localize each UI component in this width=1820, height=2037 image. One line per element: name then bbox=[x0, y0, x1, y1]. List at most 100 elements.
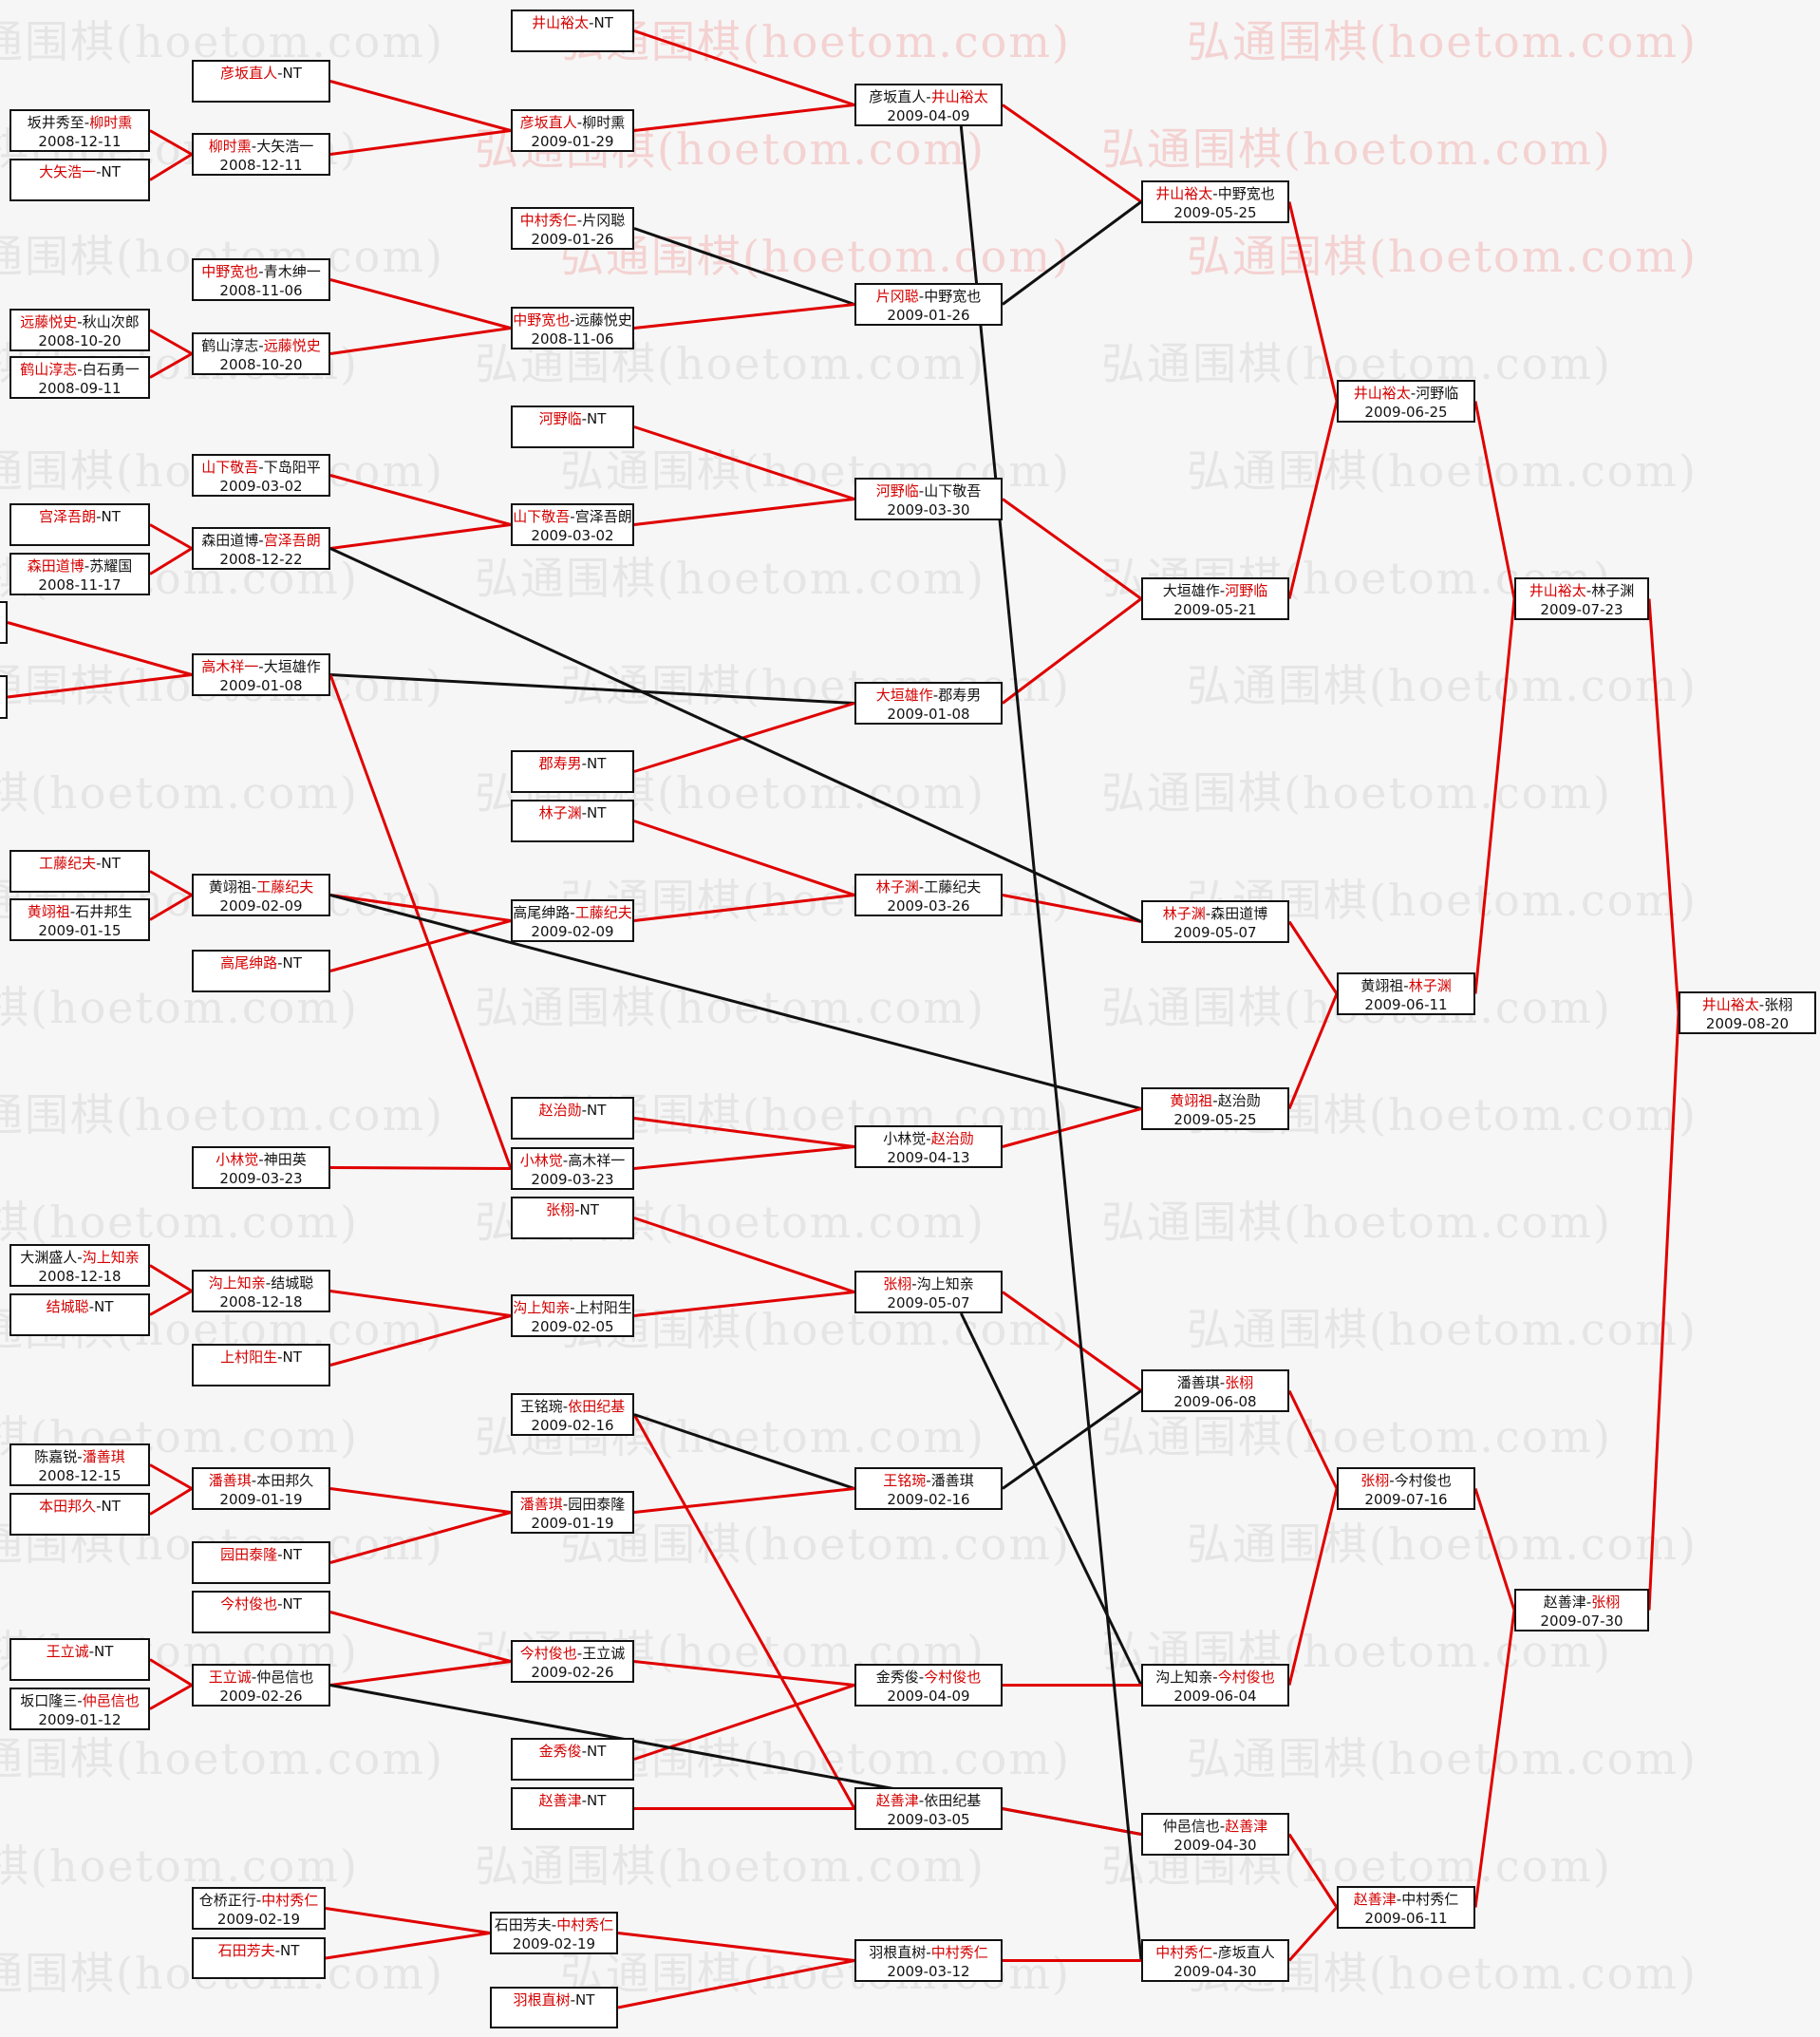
match-box-n47[interactable]: 大渊盛人-沟上知亲 2008-12-18 bbox=[9, 1244, 150, 1287]
match-box-n63[interactable]: 今村俊也-NT bbox=[192, 1591, 330, 1633]
match-box-n52[interactable]: 上村阳生-NT bbox=[192, 1344, 330, 1386]
match-box-n21[interactable]: 山下敬吾-宫泽吾朗 2009-03-02 bbox=[511, 503, 634, 546]
match-box-n76[interactable]: 石田芳夫-中村秀仁 2009-02-19 bbox=[490, 1912, 618, 1954]
match-box-n43[interactable]: 小林觉-赵治勋 2009-04-13 bbox=[854, 1125, 1003, 1168]
match-players: 井山裕太-NT bbox=[513, 13, 632, 32]
match-box-n56[interactable]: 王铭琬-潘善琪 2009-02-16 bbox=[854, 1467, 1003, 1510]
match-box-n40[interactable]: 井山裕太-张栩 2009-08-20 bbox=[1679, 991, 1816, 1034]
match-box-n29[interactable]: 大垣雄作-郡寿男 2009-01-08 bbox=[854, 682, 1003, 725]
match-box-n31[interactable]: 林子渊-NT bbox=[511, 800, 634, 842]
match-box-n61[interactable]: 园田泰隆-NT bbox=[192, 1541, 330, 1584]
winner-advance-line bbox=[329, 1611, 512, 1663]
match-box-n34[interactable]: 林子渊-工藤纪夫 2009-03-26 bbox=[854, 874, 1003, 916]
match-box-n10[interactable]: 中野宽也-青木绅一 2008-11-06 bbox=[192, 258, 330, 301]
match-box-n59[interactable]: 潘善琪-园田泰隆 2009-01-19 bbox=[511, 1491, 634, 1534]
winner-advance-line bbox=[329, 327, 512, 355]
match-box-n35[interactable]: 黄翊祖-石井邦生 2009-01-15 bbox=[9, 898, 150, 941]
match-box-n30[interactable]: 郡寿男-NT bbox=[511, 750, 634, 793]
match-box-n48[interactable]: 沟上知亲-结城聪 2008-12-18 bbox=[192, 1270, 330, 1312]
match-box-n79[interactable]: 羽根直树-中村秀仁 2009-03-12 bbox=[854, 1939, 1003, 1982]
player1-name: 井山裕太 bbox=[1529, 582, 1586, 599]
winner-advance-line bbox=[1287, 920, 1339, 995]
match-box-n73[interactable]: 仲邑信也-赵善津 2009-04-30 bbox=[1141, 1813, 1289, 1856]
match-box-n25[interactable]: 井山裕太-林子渊 2009-07-23 bbox=[1514, 577, 1649, 620]
match-box-n04[interactable]: 彦坂直人-柳时熏 2009-01-29 bbox=[511, 109, 634, 152]
match-players: 金秀俊-NT bbox=[513, 1742, 632, 1761]
match-box-n22[interactable]: 森田道博-宫泽吾朗 2008-12-22 bbox=[192, 527, 330, 570]
match-box-n65[interactable]: 今村俊也-王立诚 2009-02-26 bbox=[511, 1640, 634, 1683]
match-box-n36[interactable]: 高尾绅路-工藤纪夫 2009-02-09 bbox=[511, 899, 634, 942]
match-players: 赵善津-依田纪基 bbox=[856, 1791, 1001, 1810]
match-box-n14[interactable]: 鹤山淳志-远藤悦史 2008-10-20 bbox=[192, 332, 330, 375]
vs-dash: - bbox=[258, 658, 264, 675]
match-box-n75[interactable]: 仓桥正行-中村秀仁 2009-02-19 bbox=[192, 1887, 326, 1930]
match-box-n46[interactable]: 张栩-NT bbox=[511, 1197, 634, 1239]
match-box-n02[interactable]: 彦坂直人-NT bbox=[192, 60, 330, 103]
match-box-n33[interactable]: 黄翊祖-工藤纪夫 2009-02-09 bbox=[192, 874, 330, 916]
match-box-n53[interactable]: 潘善琪-张栩 2009-06-08 bbox=[1141, 1369, 1289, 1412]
match-box-n24[interactable]: 大垣雄作-河野临 2009-05-21 bbox=[1141, 577, 1289, 620]
winner-advance-line bbox=[149, 1264, 193, 1292]
match-box-n58[interactable]: 潘善琪-本田邦久 2009-01-19 bbox=[192, 1467, 330, 1510]
match-box-n08[interactable]: 井山裕太-中野宽也 2009-05-25 bbox=[1141, 180, 1289, 223]
match-box-n70[interactable]: 金秀俊-NT bbox=[511, 1738, 634, 1781]
match-box-n16[interactable]: 井山裕太-河野临 2009-06-25 bbox=[1337, 380, 1475, 423]
player2-name: NT bbox=[94, 1643, 114, 1660]
match-box-n28[interactable] bbox=[0, 675, 8, 719]
match-box-n68[interactable]: 沟上知亲-今村俊也 2009-06-04 bbox=[1141, 1664, 1289, 1707]
match-box-n78[interactable]: 中村秀仁-彦坂直人 2009-04-30 bbox=[1141, 1939, 1289, 1982]
match-box-n39[interactable]: 黄翊祖-林子渊 2009-06-11 bbox=[1337, 972, 1475, 1015]
match-box-n15[interactable]: 鹤山淳志-白石勇一 2008-09-11 bbox=[9, 356, 150, 399]
match-box-n18[interactable]: 山下敬吾-下岛阳平 2009-03-02 bbox=[192, 454, 330, 497]
match-box-n12[interactable]: 中野宽也-远藤悦史 2008-11-06 bbox=[511, 307, 634, 349]
player2-name: 本田邦久 bbox=[256, 1472, 314, 1489]
match-box-n60[interactable]: 本田邦久-NT bbox=[9, 1493, 150, 1536]
match-box-n71[interactable]: 赵善津-NT bbox=[511, 1787, 634, 1830]
match-box-n66[interactable]: 王立诚-仲邑信也 2009-02-26 bbox=[192, 1664, 330, 1707]
match-box-n37[interactable]: 林子渊-森田道博 2009-05-07 bbox=[1141, 900, 1289, 943]
match-box-n44[interactable]: 小林觉-神田英 2009-03-23 bbox=[192, 1146, 330, 1189]
match-box-n67[interactable]: 金秀俊-今村俊也 2009-04-09 bbox=[854, 1664, 1003, 1707]
match-box-n80[interactable]: 羽根直树-NT bbox=[490, 1987, 618, 2028]
player1-name: 河野临 bbox=[538, 410, 582, 427]
match-box-n57[interactable]: 张栩-今村俊也 2009-07-16 bbox=[1337, 1467, 1475, 1510]
match-box-n62[interactable]: 赵善津-张栩 2009-07-30 bbox=[1514, 1589, 1649, 1631]
match-date: 2009-03-02 bbox=[531, 527, 614, 544]
match-box-n77[interactable]: 石田芳夫-NT bbox=[192, 1937, 326, 1979]
match-box-n01[interactable]: 井山裕太-NT bbox=[511, 9, 634, 52]
match-box-n20[interactable]: 宫泽吾朗-NT bbox=[9, 503, 150, 546]
match-box-n41[interactable]: 黄翊祖-赵治勋 2009-05-25 bbox=[1141, 1087, 1289, 1130]
match-players: 张栩-NT bbox=[513, 1200, 632, 1219]
vs-dash: - bbox=[77, 361, 83, 378]
match-box-n72[interactable]: 赵善津-依田纪基 2009-03-05 bbox=[854, 1787, 1003, 1830]
player1-name: 高木祥一 bbox=[201, 658, 259, 675]
match-box-n09[interactable]: 中村秀仁-片冈聪 2009-01-26 bbox=[511, 207, 634, 250]
match-box-n05[interactable]: 柳时熏-大矢浩一 2008-12-11 bbox=[192, 133, 330, 176]
match-box-n23[interactable]: 森田道博-苏耀国 2008-11-17 bbox=[9, 553, 150, 595]
match-box-n49[interactable]: 张栩-沟上知亲 2009-05-07 bbox=[854, 1271, 1003, 1313]
match-box-n11[interactable]: 片冈聪-中野宽也 2009-01-26 bbox=[854, 283, 1003, 326]
match-box-n32[interactable]: 工藤纪夫-NT bbox=[9, 850, 150, 893]
match-box-n03[interactable]: 坂井秀至-柳时熏 2008-12-11 bbox=[9, 109, 150, 152]
match-box-n19[interactable]: 河野临-山下敬吾 2009-03-30 bbox=[854, 478, 1003, 520]
match-box-n74[interactable]: 赵善津-中村秀仁 2009-06-11 bbox=[1337, 1886, 1475, 1929]
player2-name: NT bbox=[101, 163, 121, 180]
match-box-n38[interactable]: 高尾绅路-NT bbox=[192, 950, 330, 992]
match-box-n13[interactable]: 远藤悦史-秋山次郎 2008-10-20 bbox=[9, 309, 150, 351]
match-players: 潘善琪-园田泰隆 bbox=[513, 1495, 632, 1514]
match-box-n69[interactable]: 坂口隆三-仲邑信也 2009-01-12 bbox=[9, 1688, 150, 1730]
match-box-n54[interactable]: 王铭琬-依田纪基 2009-02-16 bbox=[511, 1393, 634, 1436]
match-box-n17[interactable]: 河野临-NT bbox=[511, 406, 634, 448]
match-box-n27[interactable]: 高木祥一-大垣雄作 2009-01-08 bbox=[192, 653, 330, 696]
match-box-n06[interactable]: 大矢浩一-NT bbox=[9, 159, 150, 201]
match-box-n51[interactable]: 沟上知亲-上村阳生 2009-02-05 bbox=[511, 1294, 634, 1337]
match-box-n64[interactable]: 王立诚-NT bbox=[9, 1638, 150, 1681]
match-box-n07[interactable]: 彦坂直人-井山裕太 2009-04-09 bbox=[854, 84, 1003, 126]
match-players: 中村秀仁-片冈聪 bbox=[513, 211, 632, 230]
match-box-n45[interactable]: 小林觉-高木祥一 2009-03-23 bbox=[511, 1147, 634, 1190]
match-box-n26[interactable] bbox=[0, 601, 8, 644]
match-box-n55[interactable]: 陈嘉锐-潘善琪 2008-12-15 bbox=[9, 1443, 150, 1486]
match-box-n42[interactable]: 赵治勋-NT bbox=[511, 1097, 634, 1140]
match-box-n50[interactable]: 结城聪-NT bbox=[9, 1293, 150, 1336]
match-date: 2008-11-06 bbox=[219, 282, 303, 299]
